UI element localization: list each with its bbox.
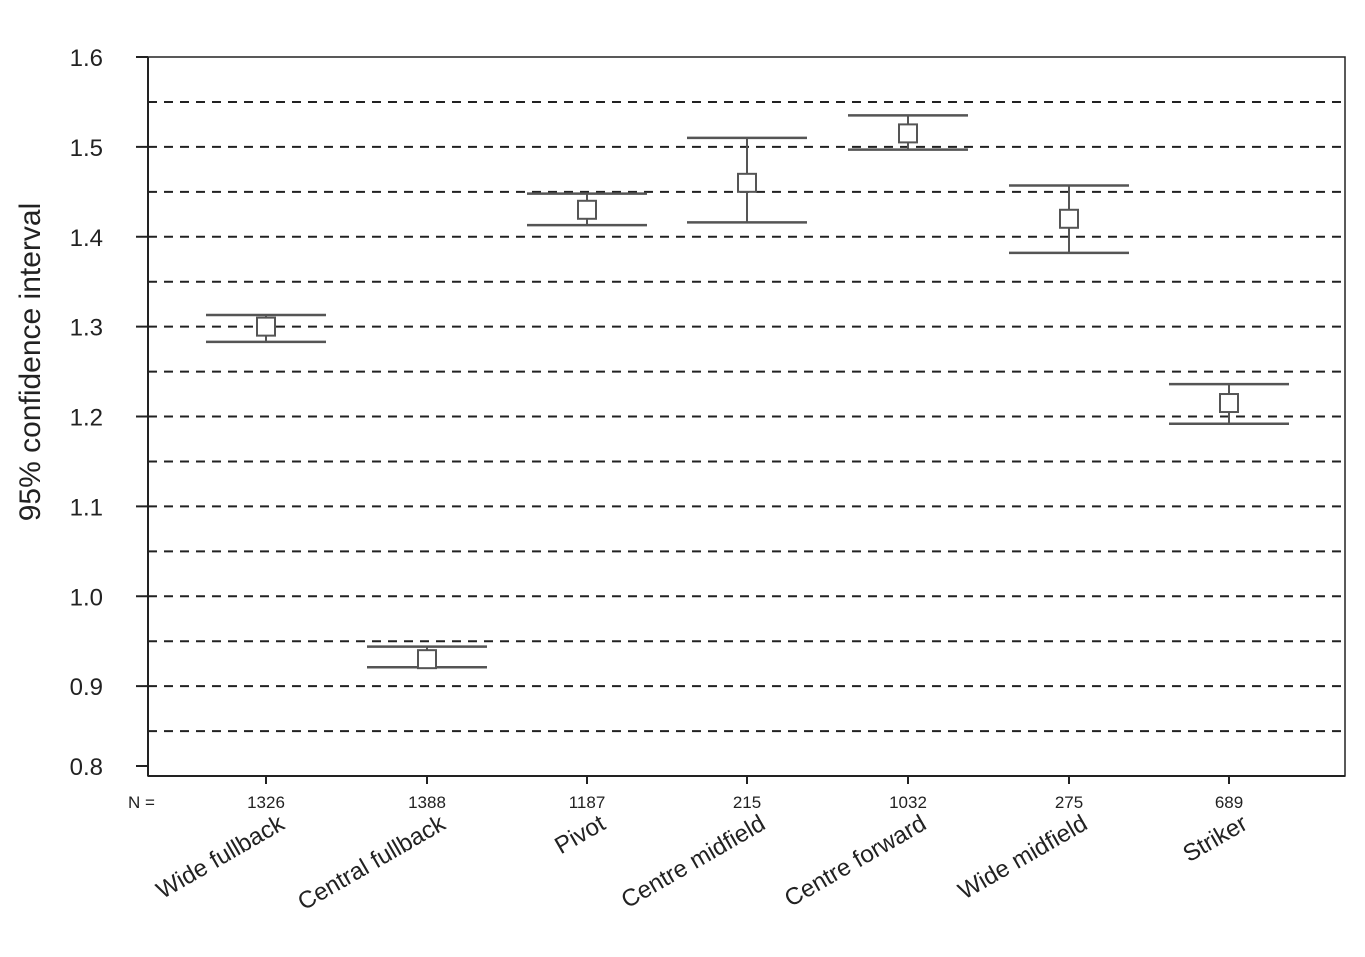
n-value: 689 [1215,793,1243,812]
n-value: 275 [1055,793,1083,812]
n-value: 1326 [247,793,285,812]
y-tick-label: 1.5 [70,135,103,162]
n-value: 1388 [408,793,446,812]
n-value: 215 [733,793,761,812]
mean-marker [1219,393,1239,414]
y-tick-label: 1.0 [70,584,103,611]
category-label: Pivot [550,810,610,860]
mean-marker [417,649,437,670]
mean-marker [1059,208,1079,229]
category-label: Striker [1178,810,1252,868]
n-value: 1187 [569,793,606,812]
error-bars [206,114,1289,670]
category-label: Wide midfield [954,810,1092,905]
y-tick-label: 1.2 [70,405,103,432]
category-label: Central fullback [293,809,451,916]
category-label: Centre midfield [617,810,770,914]
category-label: Centre forward [780,810,931,913]
y-axis-label: 95% confidence interval [14,203,47,522]
y-tick-label: 1.4 [70,225,103,252]
y-tick-label: 1.6 [70,45,103,72]
y-tick-label: 0.9 [70,674,103,701]
y-tick-label: 1.1 [70,494,103,521]
category-label: Wide fullback [152,809,290,904]
axes: 0.8 0.9 1.0 1.1 1.2 1.3 1.4 1.5 1.6 [70,45,1346,784]
mean-marker [577,199,597,220]
y-tick-label: 0.8 [70,754,103,781]
n-value: 1032 [889,793,927,812]
mean-marker [898,123,918,144]
mean-marker [256,316,276,337]
n-label: N = [128,793,155,812]
y-tick-label: 1.3 [70,315,103,342]
mean-marker [737,172,757,193]
